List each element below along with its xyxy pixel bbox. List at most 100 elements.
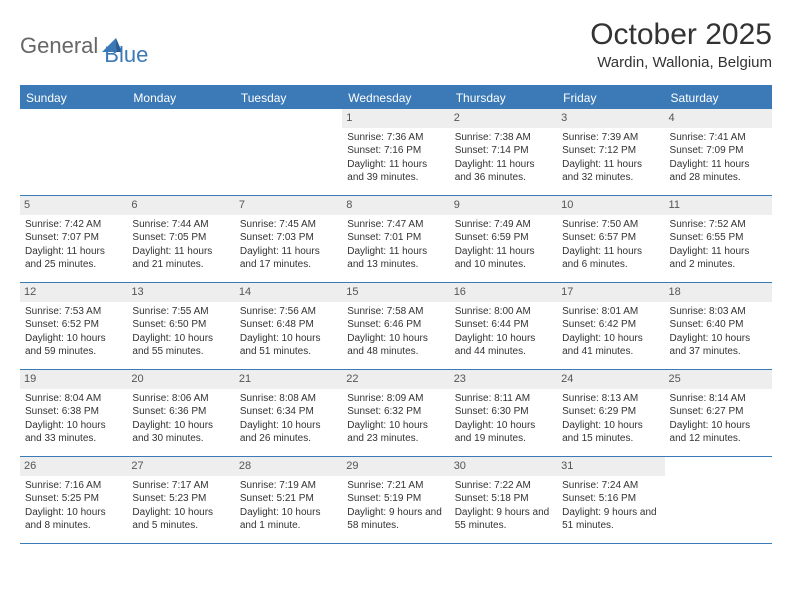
calendar-cell: 16Sunrise: 8:00 AMSunset: 6:44 PMDayligh… — [450, 283, 557, 369]
daylight-text: Daylight: 10 hours and 41 minutes. — [562, 332, 659, 359]
day-number: 20 — [127, 370, 234, 389]
day-number: 15 — [342, 283, 449, 302]
calendar-cell-empty — [127, 109, 234, 195]
calendar-cell: 31Sunrise: 7:24 AMSunset: 5:16 PMDayligh… — [557, 457, 664, 543]
daylight-text: Daylight: 11 hours and 39 minutes. — [347, 158, 444, 185]
day-number: 16 — [450, 283, 557, 302]
daylight-text: Daylight: 10 hours and 26 minutes. — [240, 419, 337, 446]
daylight-text: Daylight: 10 hours and 23 minutes. — [347, 419, 444, 446]
week-row: 19Sunrise: 8:04 AMSunset: 6:38 PMDayligh… — [20, 370, 772, 457]
sunset-text: Sunset: 6:27 PM — [670, 405, 767, 419]
sunrise-text: Sunrise: 8:01 AM — [562, 305, 659, 319]
sunset-text: Sunset: 6:55 PM — [670, 231, 767, 245]
sunrise-text: Sunrise: 7:56 AM — [240, 305, 337, 319]
day-number: 21 — [235, 370, 342, 389]
day-header: Wednesday — [342, 87, 449, 109]
sunset-text: Sunset: 6:42 PM — [562, 318, 659, 332]
calendar-cell: 2Sunrise: 7:38 AMSunset: 7:14 PMDaylight… — [450, 109, 557, 195]
sunrise-text: Sunrise: 7:38 AM — [455, 131, 552, 145]
month-title: October 2025 — [590, 18, 772, 52]
calendar-cell: 21Sunrise: 8:08 AMSunset: 6:34 PMDayligh… — [235, 370, 342, 456]
sunrise-text: Sunrise: 7:41 AM — [670, 131, 767, 145]
sunrise-text: Sunrise: 8:09 AM — [347, 392, 444, 406]
day-number: 7 — [235, 196, 342, 215]
sunset-text: Sunset: 5:25 PM — [25, 492, 122, 506]
calendar-cell: 30Sunrise: 7:22 AMSunset: 5:18 PMDayligh… — [450, 457, 557, 543]
calendar-cell: 15Sunrise: 7:58 AMSunset: 6:46 PMDayligh… — [342, 283, 449, 369]
daylight-text: Daylight: 9 hours and 51 minutes. — [562, 506, 659, 533]
sunrise-text: Sunrise: 7:42 AM — [25, 218, 122, 232]
week-row: 5Sunrise: 7:42 AMSunset: 7:07 PMDaylight… — [20, 196, 772, 283]
day-header: Saturday — [665, 87, 772, 109]
day-number: 25 — [665, 370, 772, 389]
daylight-text: Daylight: 10 hours and 8 minutes. — [25, 506, 122, 533]
daylight-text: Daylight: 9 hours and 58 minutes. — [347, 506, 444, 533]
sunset-text: Sunset: 6:32 PM — [347, 405, 444, 419]
day-number: 3 — [557, 109, 664, 128]
sunset-text: Sunset: 7:16 PM — [347, 144, 444, 158]
sunrise-text: Sunrise: 8:00 AM — [455, 305, 552, 319]
calendar-cell: 25Sunrise: 8:14 AMSunset: 6:27 PMDayligh… — [665, 370, 772, 456]
sunrise-text: Sunrise: 7:52 AM — [670, 218, 767, 232]
day-number: 27 — [127, 457, 234, 476]
location-text: Wardin, Wallonia, Belgium — [590, 54, 772, 71]
day-header-row: Sunday Monday Tuesday Wednesday Thursday… — [20, 87, 772, 109]
sunrise-text: Sunrise: 7:21 AM — [347, 479, 444, 493]
day-number: 5 — [20, 196, 127, 215]
daylight-text: Daylight: 10 hours and 55 minutes. — [132, 332, 229, 359]
day-number: 29 — [342, 457, 449, 476]
daylight-text: Daylight: 11 hours and 32 minutes. — [562, 158, 659, 185]
sunset-text: Sunset: 6:30 PM — [455, 405, 552, 419]
daylight-text: Daylight: 10 hours and 59 minutes. — [25, 332, 122, 359]
sunrise-text: Sunrise: 8:08 AM — [240, 392, 337, 406]
sunrise-text: Sunrise: 8:04 AM — [25, 392, 122, 406]
header: General Blue October 2025 Wardin, Wallon… — [20, 18, 772, 71]
daylight-text: Daylight: 10 hours and 44 minutes. — [455, 332, 552, 359]
sunset-text: Sunset: 6:48 PM — [240, 318, 337, 332]
daylight-text: Daylight: 11 hours and 10 minutes. — [455, 245, 552, 272]
calendar-cell-empty — [665, 457, 772, 543]
day-number: 8 — [342, 196, 449, 215]
day-number: 22 — [342, 370, 449, 389]
day-number: 18 — [665, 283, 772, 302]
calendar-cell: 18Sunrise: 8:03 AMSunset: 6:40 PMDayligh… — [665, 283, 772, 369]
sunrise-text: Sunrise: 7:24 AM — [562, 479, 659, 493]
daylight-text: Daylight: 10 hours and 12 minutes. — [670, 419, 767, 446]
day-number: 11 — [665, 196, 772, 215]
week-row: 12Sunrise: 7:53 AMSunset: 6:52 PMDayligh… — [20, 283, 772, 370]
sunset-text: Sunset: 6:52 PM — [25, 318, 122, 332]
sunrise-text: Sunrise: 7:50 AM — [562, 218, 659, 232]
daylight-text: Daylight: 9 hours and 55 minutes. — [455, 506, 552, 533]
day-header: Friday — [557, 87, 664, 109]
calendar-cell: 19Sunrise: 8:04 AMSunset: 6:38 PMDayligh… — [20, 370, 127, 456]
day-number: 30 — [450, 457, 557, 476]
daylight-text: Daylight: 11 hours and 28 minutes. — [670, 158, 767, 185]
sunset-text: Sunset: 6:59 PM — [455, 231, 552, 245]
calendar-cell: 11Sunrise: 7:52 AMSunset: 6:55 PMDayligh… — [665, 196, 772, 282]
day-number: 31 — [557, 457, 664, 476]
sunset-text: Sunset: 7:03 PM — [240, 231, 337, 245]
sunset-text: Sunset: 5:18 PM — [455, 492, 552, 506]
day-number: 17 — [557, 283, 664, 302]
logo-text-general: General — [20, 33, 98, 59]
day-number: 12 — [20, 283, 127, 302]
sunset-text: Sunset: 7:05 PM — [132, 231, 229, 245]
calendar-cell: 29Sunrise: 7:21 AMSunset: 5:19 PMDayligh… — [342, 457, 449, 543]
sunset-text: Sunset: 5:21 PM — [240, 492, 337, 506]
sunset-text: Sunset: 7:14 PM — [455, 144, 552, 158]
day-number: 26 — [20, 457, 127, 476]
calendar-cell: 10Sunrise: 7:50 AMSunset: 6:57 PMDayligh… — [557, 196, 664, 282]
day-header: Monday — [127, 87, 234, 109]
calendar-cell: 23Sunrise: 8:11 AMSunset: 6:30 PMDayligh… — [450, 370, 557, 456]
sunrise-text: Sunrise: 8:03 AM — [670, 305, 767, 319]
day-number: 19 — [20, 370, 127, 389]
calendar-cell: 4Sunrise: 7:41 AMSunset: 7:09 PMDaylight… — [665, 109, 772, 195]
calendar: Sunday Monday Tuesday Wednesday Thursday… — [20, 85, 772, 544]
calendar-cell: 27Sunrise: 7:17 AMSunset: 5:23 PMDayligh… — [127, 457, 234, 543]
daylight-text: Daylight: 10 hours and 15 minutes. — [562, 419, 659, 446]
calendar-cell: 5Sunrise: 7:42 AMSunset: 7:07 PMDaylight… — [20, 196, 127, 282]
calendar-cell: 7Sunrise: 7:45 AMSunset: 7:03 PMDaylight… — [235, 196, 342, 282]
day-header: Thursday — [450, 87, 557, 109]
daylight-text: Daylight: 11 hours and 25 minutes. — [25, 245, 122, 272]
calendar-cell: 3Sunrise: 7:39 AMSunset: 7:12 PMDaylight… — [557, 109, 664, 195]
